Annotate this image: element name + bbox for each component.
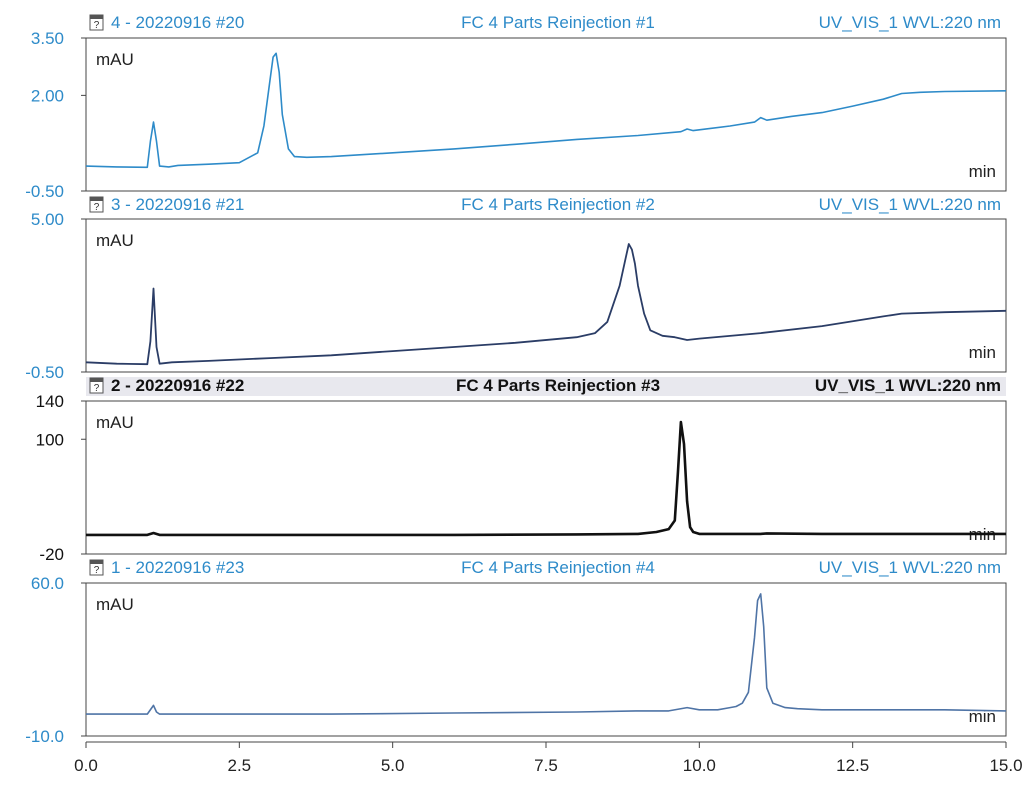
- x-tick-label: 2.5: [228, 756, 252, 775]
- y-unit-label: mAU: [96, 231, 134, 250]
- panel-header-sample: 1 - 20220916 #23: [111, 558, 244, 577]
- document-icon[interactable]: ?: [89, 377, 104, 394]
- panel-3: ? 2 - 20220916 #22 FC 4 Parts Reinjection …: [36, 376, 1007, 564]
- document-icon-bar: [90, 378, 103, 382]
- document-icon-bar: [90, 15, 103, 19]
- panel-header-channel: UV_VIS_1 WVL:220 nm: [819, 195, 1001, 214]
- panel-header-sample: 3 - 20220916 #21: [111, 195, 244, 214]
- x-axis: 0.0 2.5 5.0 7.5 10.0 12.5 15.0: [74, 741, 1023, 775]
- y-tick-label: 5.00: [31, 210, 64, 229]
- y-tick-label: 60.0: [31, 574, 64, 593]
- active-header-band: [86, 377, 1006, 396]
- plot-frame: [85, 400, 1007, 555]
- y-tick-label: 3.50: [31, 29, 64, 48]
- y-unit-label: mAU: [96, 413, 134, 432]
- x-tick-label: 0.0: [74, 756, 98, 775]
- plot-frame: [85, 218, 1007, 373]
- document-icon[interactable]: ?: [89, 559, 104, 576]
- x-tick-label: 5.0: [381, 756, 405, 775]
- y-tick-label: -10.0: [25, 727, 64, 746]
- chromatogram-trace-3: [86, 420, 1006, 537]
- chromatogram-trace-2: [85, 243, 1007, 366]
- x-unit-label: min: [969, 707, 996, 726]
- panel-header-channel: UV_VIS_1 WVL:220 nm: [819, 558, 1001, 577]
- panel-header-injection: FC 4 Parts Reinjection #1: [461, 13, 655, 32]
- x-unit-label: min: [969, 162, 996, 181]
- document-icon[interactable]: ?: [89, 14, 104, 31]
- x-tick-label: 7.5: [534, 756, 558, 775]
- chromatogram-trace-1: [85, 52, 1007, 169]
- document-icon-glyph: ?: [94, 20, 100, 31]
- panel-header-channel: UV_VIS_1 WVL:220 nm: [819, 13, 1001, 32]
- panel-2: ? 3 - 20220916 #21 FC 4 Parts Reinjection …: [25, 195, 1007, 382]
- panel-header-injection: FC 4 Parts Reinjection #4: [461, 558, 655, 577]
- plot-frame: [85, 37, 1007, 192]
- y-unit-label: mAU: [96, 595, 134, 614]
- document-icon-glyph: ?: [94, 565, 100, 576]
- y-tick-label: 140: [36, 392, 64, 411]
- document-icon-bar: [90, 560, 103, 564]
- y-tick-label: 100: [36, 430, 64, 449]
- x-tick-label: 10.0: [683, 756, 716, 775]
- y-tick-label: -0.50: [25, 363, 64, 382]
- panel-header-sample: 2 - 20220916 #22: [111, 376, 244, 395]
- panel-header-injection: FC 4 Parts Reinjection #3: [456, 376, 660, 395]
- y-unit-label: mAU: [96, 50, 134, 69]
- plot-frame: [85, 582, 1007, 737]
- document-icon-glyph: ?: [94, 202, 100, 213]
- x-tick-label: 15.0: [989, 756, 1022, 775]
- document-icon[interactable]: ?: [89, 196, 104, 213]
- panel-4: ? 1 - 20220916 #23 FC 4 Parts Reinjection …: [25, 558, 1007, 746]
- x-unit-label: min: [969, 343, 996, 362]
- y-tick-label: -20: [39, 545, 64, 564]
- document-icon-glyph: ?: [94, 383, 100, 394]
- x-tick-label: 12.5: [836, 756, 869, 775]
- document-icon-bar: [90, 197, 103, 201]
- y-tick-label: 2.00: [31, 86, 64, 105]
- panel-header-channel: UV_VIS_1 WVL:220 nm: [815, 376, 1001, 395]
- panel-1: ? 4 - 20220916 #20 FC 4 Parts Reinjection …: [25, 13, 1007, 201]
- chromatogram-trace-4: [86, 593, 1007, 715]
- y-tick-label: -0.50: [25, 182, 64, 201]
- panel-header-sample: 4 - 20220916 #20: [111, 13, 244, 32]
- panel-header-injection: FC 4 Parts Reinjection #2: [461, 195, 655, 214]
